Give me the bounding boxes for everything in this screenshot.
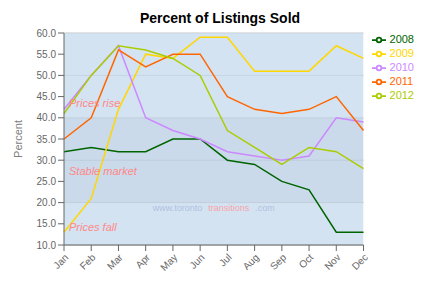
svg-text:Mar: Mar: [105, 251, 125, 271]
svg-text:www.torontotransitions.com: www.torontotransitions.com: [152, 203, 275, 213]
svg-text:30.0: 30.0: [37, 155, 57, 166]
html-text:Percent of Listings Sold: Percent of Listings Sold: [139, 10, 301, 26]
svg-text:60.0: 60.0: [37, 28, 57, 39]
svg-text:Feb: Feb: [78, 251, 98, 271]
svg-text:Jan: Jan: [51, 252, 70, 271]
svg-text:May: May: [158, 252, 179, 273]
svg-text:40.0: 40.0: [37, 112, 57, 123]
svg-text:Jul: Jul: [217, 252, 234, 269]
html-text:2012: 2012: [389, 89, 414, 102]
html-text:2009: 2009: [389, 47, 414, 60]
svg-text:Prices fall: Prices fall: [69, 221, 117, 233]
svg-text:Prices rise: Prices rise: [69, 97, 120, 109]
html-text:2010: 2010: [389, 61, 414, 74]
svg-text:15.0: 15.0: [37, 218, 57, 229]
html-text:2011: 2011: [389, 75, 414, 88]
svg-text:Dec: Dec: [350, 252, 370, 272]
svg-text:Aug: Aug: [241, 252, 261, 272]
svg-text:Jun: Jun: [187, 252, 206, 271]
svg-text:45.0: 45.0: [37, 91, 57, 102]
svg-text:55.0: 55.0: [37, 49, 57, 60]
svg-text:Oct: Oct: [297, 252, 316, 271]
svg-text:Sep: Sep: [268, 251, 289, 272]
svg-text:35.0: 35.0: [37, 134, 57, 145]
svg-text:25.0: 25.0: [37, 176, 57, 187]
svg-text:10.0: 10.0: [37, 240, 57, 251]
html-text:2008: 2008: [389, 33, 414, 45]
svg-text:20.0: 20.0: [37, 197, 57, 208]
svg-text:Apr: Apr: [133, 251, 152, 270]
svg-text:Stable market: Stable market: [69, 165, 138, 177]
svg-text:Percent: Percent: [12, 120, 24, 158]
svg-text:Nov: Nov: [322, 252, 342, 272]
svg-text:50.0: 50.0: [37, 70, 57, 81]
